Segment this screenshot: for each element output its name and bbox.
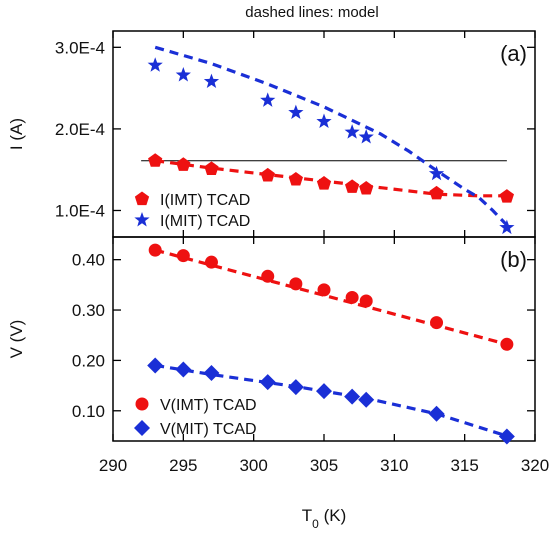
data-point <box>176 157 191 171</box>
legend-marker <box>135 397 149 411</box>
x-axis-title: T0 (K) <box>302 506 346 530</box>
y-tick-label: 0.40 <box>72 251 105 270</box>
data-point <box>345 179 360 193</box>
data-point <box>288 171 303 186</box>
data-point <box>260 92 276 107</box>
y-tick-label: 2.0E-4 <box>55 120 105 139</box>
data-point <box>289 277 303 291</box>
data-point <box>429 185 444 200</box>
x-tick-label: 290 <box>99 456 127 475</box>
data-point <box>148 243 162 257</box>
data-point <box>203 365 220 381</box>
data-point <box>288 104 304 120</box>
model-note: dashed lines: model <box>245 4 378 21</box>
data-point <box>204 255 218 269</box>
data-point <box>358 391 375 408</box>
model-line-a-2 <box>154 45 509 227</box>
data-point <box>498 428 515 445</box>
data-point <box>359 294 373 308</box>
data-point <box>428 405 445 422</box>
data-point <box>499 189 514 203</box>
x-axis-title-main: T <box>302 506 312 525</box>
legend-label: V(MIT) TCAD <box>160 421 257 438</box>
data-point <box>499 219 515 235</box>
panel-label: (b) <box>500 247 527 272</box>
data-point <box>345 290 359 304</box>
data-point <box>147 357 164 374</box>
y-tick-label: 3.0E-4 <box>55 38 105 57</box>
data-point <box>260 167 275 182</box>
data-point <box>316 383 332 400</box>
data-point <box>261 269 275 283</box>
x-axis-title-unit: (K) <box>319 506 346 525</box>
x-tick-label: 300 <box>239 456 267 475</box>
data-point <box>175 67 191 82</box>
legend-label: I(IMT) TCAD <box>160 192 250 209</box>
data-point <box>500 337 514 351</box>
y-tick-label: 0.30 <box>72 301 105 320</box>
x-tick-label: 315 <box>450 456 478 475</box>
data-point <box>203 73 220 89</box>
data-point <box>259 374 276 391</box>
legend-label: V(IMT) TCAD <box>160 397 257 414</box>
data-point <box>317 283 331 297</box>
data-point <box>344 124 360 139</box>
data-point <box>428 165 445 181</box>
data-point <box>316 113 332 129</box>
model-line-b-2 <box>154 363 508 438</box>
y-tick-label: 1.0E-4 <box>55 201 105 220</box>
data-point <box>359 180 374 195</box>
legend-marker <box>134 191 150 206</box>
legend-marker <box>134 420 150 436</box>
y-axis-title: I (A) <box>7 118 26 150</box>
x-tick-label: 320 <box>521 456 549 475</box>
x-axis-title-subscript: 0 <box>312 517 319 530</box>
data-point <box>287 379 304 396</box>
x-tick-label: 295 <box>169 456 197 475</box>
data-point <box>358 129 374 144</box>
legend-marker <box>134 212 150 227</box>
data-point <box>344 388 361 405</box>
y-tick-label: 0.20 <box>72 351 105 370</box>
data-point <box>147 57 163 72</box>
panel-label: (a) <box>500 41 527 66</box>
x-tick-label: 310 <box>380 456 408 475</box>
data-point <box>148 153 163 167</box>
data-point <box>316 176 332 190</box>
x-tick-label: 305 <box>310 456 338 475</box>
y-axis-title: V (V) <box>7 320 26 359</box>
data-point <box>175 361 192 378</box>
data-point <box>430 316 444 330</box>
data-point <box>204 161 219 175</box>
legend-label: I(MIT) TCAD <box>160 213 250 230</box>
y-tick-label: 0.10 <box>72 402 105 421</box>
data-point <box>176 249 190 263</box>
